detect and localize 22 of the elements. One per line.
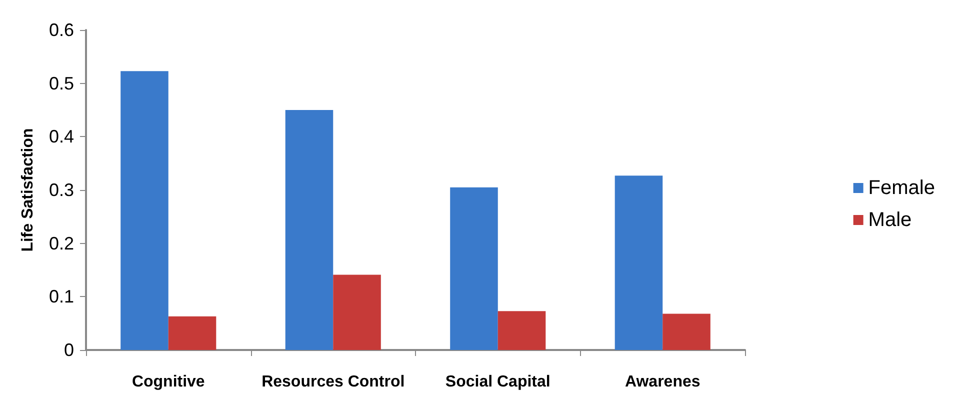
bar: [285, 110, 334, 350]
y-tick-label: 0: [64, 340, 74, 360]
bar: [662, 314, 710, 350]
bar: [498, 311, 546, 350]
x-tick-label: Cognitive: [132, 374, 205, 390]
y-tick-label: 0.1: [48, 286, 74, 307]
bar: [120, 71, 168, 350]
y-tick-label: 0.6: [48, 20, 74, 40]
y-axis-title: Life Satisfaction: [20, 128, 36, 252]
bar: [614, 176, 663, 350]
bar: [450, 187, 498, 350]
x-tick-label: Awarenes: [624, 374, 700, 390]
legend-label: Female: [868, 177, 936, 199]
bar: [168, 316, 216, 350]
x-tick-label: Social Capital: [445, 374, 550, 390]
y-tick-label: 0.3: [48, 180, 74, 200]
y-tick-label: 0.2: [48, 233, 74, 254]
legend-label: Male: [868, 209, 912, 231]
y-tick-label: 0.5: [48, 73, 74, 94]
bar: [333, 274, 381, 350]
x-tick-label: Resources Control: [262, 374, 405, 390]
y-tick-label: 0.4: [48, 126, 74, 147]
